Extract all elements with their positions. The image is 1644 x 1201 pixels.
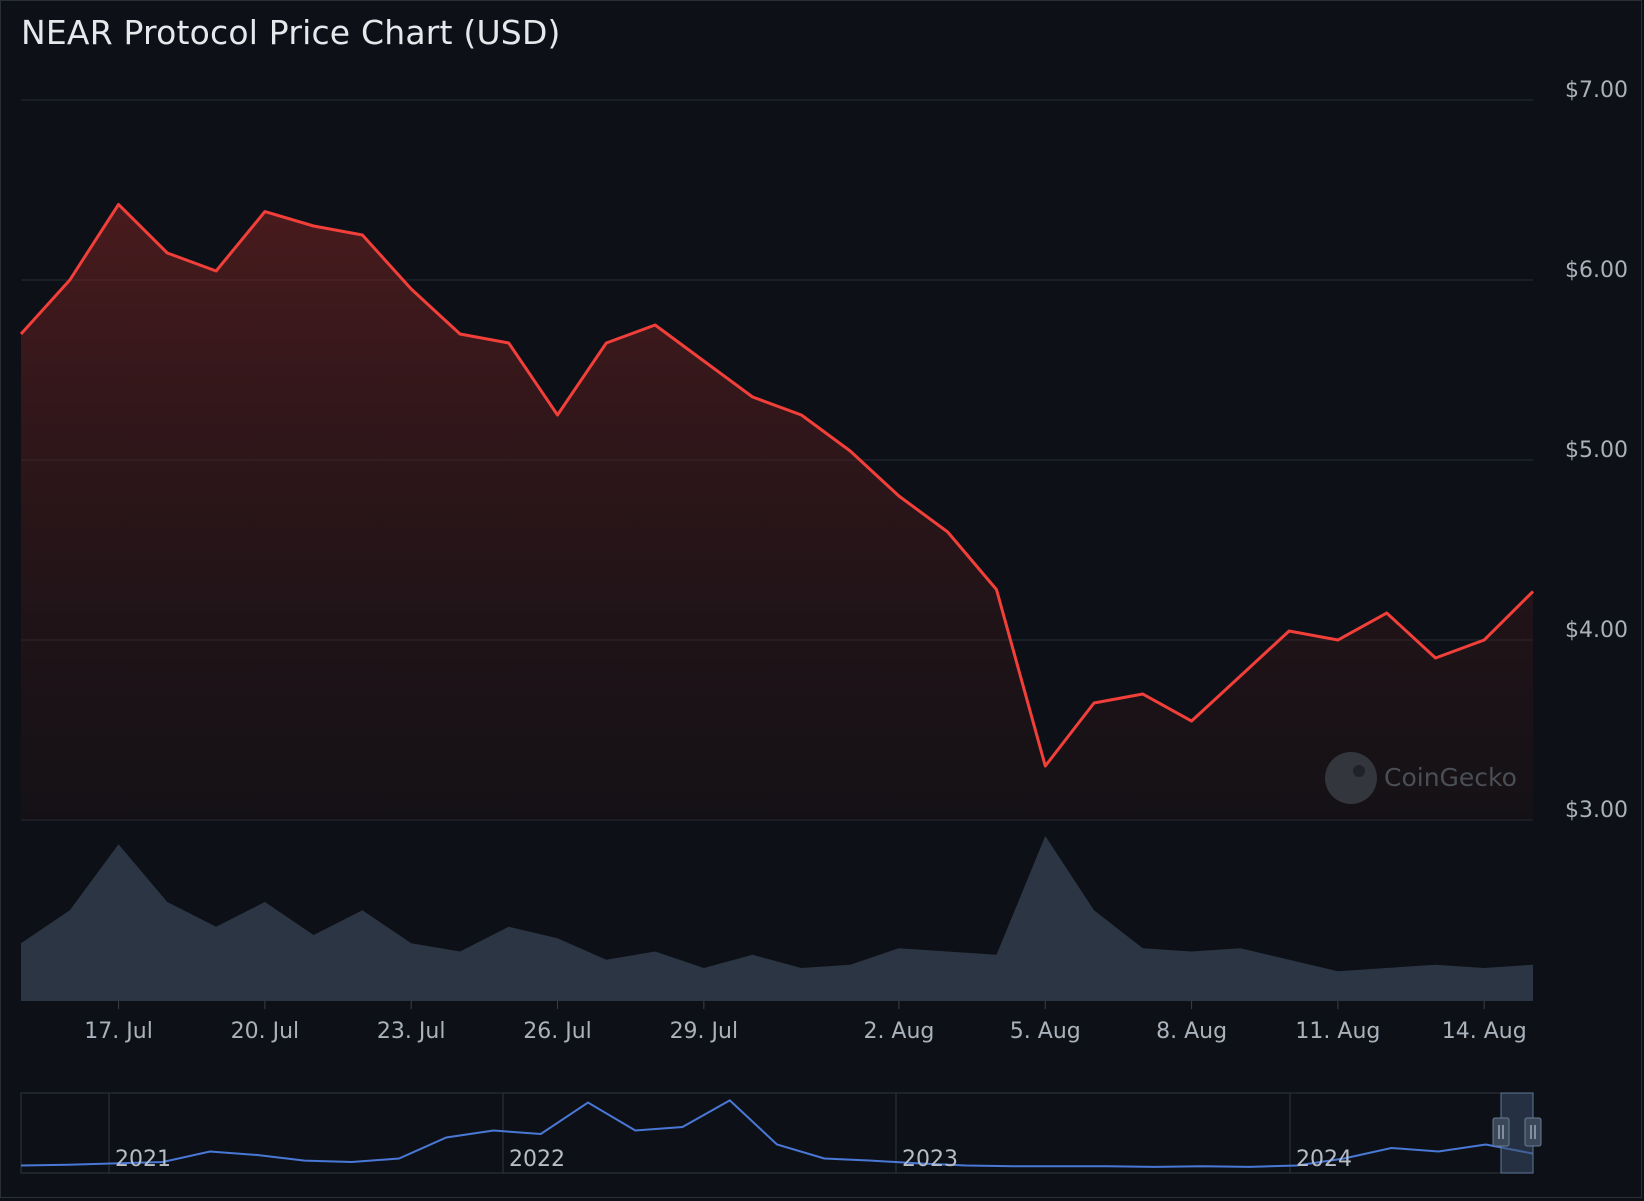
watermark-text: CoinGecko <box>1384 763 1517 792</box>
volume-area <box>21 836 1533 1001</box>
x-tick-label: 17. Jul <box>84 1019 153 1044</box>
coingecko-logo-eye <box>1353 765 1365 777</box>
x-tick-label: 29. Jul <box>670 1019 739 1044</box>
navigator-dividers <box>109 1093 1290 1173</box>
navigator-year-label: 2023 <box>902 1147 958 1172</box>
x-tick-label: 23. Jul <box>377 1019 446 1044</box>
y-tick-label: $4.00 <box>1565 618 1628 643</box>
navigator-left-handle[interactable] <box>1493 1118 1509 1146</box>
x-tick-label: 26. Jul <box>523 1019 592 1044</box>
y-tick-label: $6.00 <box>1565 258 1628 283</box>
coingecko-logo-icon <box>1325 752 1377 804</box>
y-tick-label: $5.00 <box>1565 438 1628 463</box>
volume-series <box>21 836 1533 1001</box>
x-tick-label: 20. Jul <box>231 1019 300 1044</box>
x-tick-label: 5. Aug <box>1010 1019 1081 1044</box>
navigator-year-label: 2021 <box>115 1147 171 1172</box>
price-series <box>21 204 1533 820</box>
y-tick-label: $3.00 <box>1565 798 1628 823</box>
y-tick-label: $7.00 <box>1565 78 1628 103</box>
navigator-year-label: 2022 <box>509 1147 565 1172</box>
navigator-year-label: 2024 <box>1296 1147 1352 1172</box>
x-axis-labels: 17. Jul 20. Jul 23. Jul 26. Jul 29. Jul 2. Au… <box>84 1001 1526 1044</box>
x-tick-label: 11. Aug <box>1295 1019 1380 1044</box>
range-navigator[interactable]: 2021 2022 2023 2024 <box>21 1093 1541 1173</box>
x-tick-label: 8. Aug <box>1156 1019 1227 1044</box>
price-area <box>21 204 1533 820</box>
x-tick-label: 2. Aug <box>863 1019 934 1044</box>
navigator-right-handle[interactable] <box>1525 1118 1541 1146</box>
y-axis-labels: $7.00 $6.00 $5.00 $4.00 $3.00 <box>1565 78 1628 823</box>
x-tick-label: 14. Aug <box>1442 1019 1527 1044</box>
